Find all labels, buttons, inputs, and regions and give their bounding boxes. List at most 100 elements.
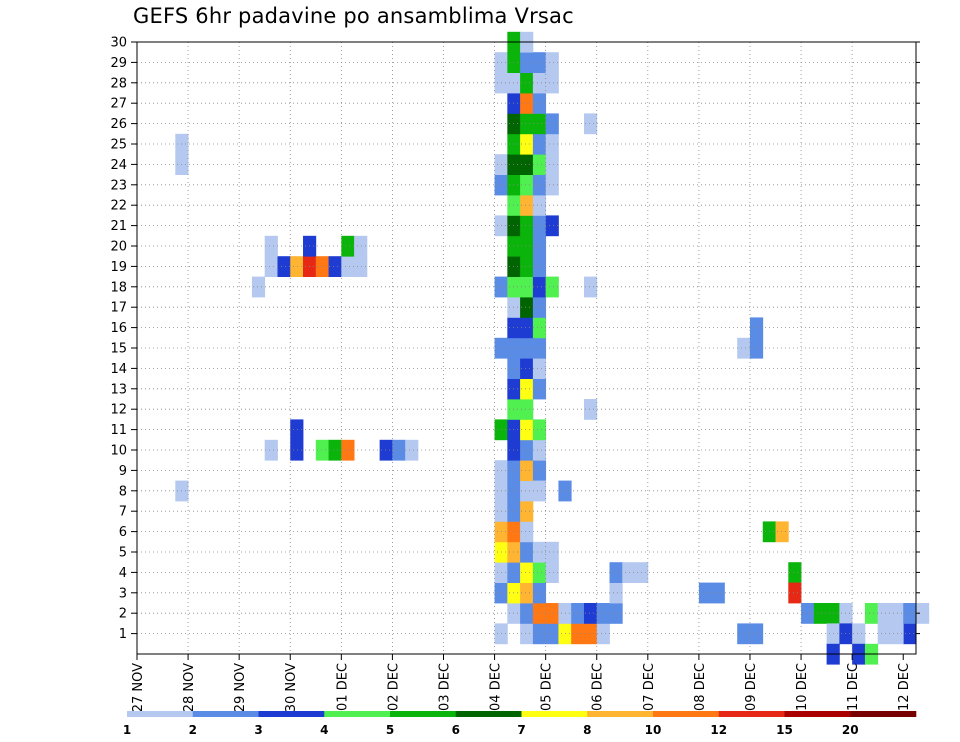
heatmap-cell	[545, 133, 559, 155]
heatmap-cell	[520, 460, 534, 481]
heatmap-cell	[749, 623, 764, 645]
heatmap-cell	[609, 582, 623, 604]
x-tick-label: 06 DEC	[591, 663, 606, 711]
heatmap-cell	[532, 113, 547, 135]
y-tick-label: 1	[119, 627, 127, 642]
heatmap-cell	[520, 378, 534, 400]
heatmap-cell	[354, 235, 368, 257]
heatmap-cell	[520, 174, 534, 196]
legend-swatch	[587, 711, 654, 717]
heatmap-cell	[532, 297, 547, 318]
heatmap-cell	[583, 113, 598, 135]
heatmap-cell	[520, 582, 534, 604]
legend-swatch	[521, 711, 588, 717]
x-tick-label: 04 DEC	[489, 663, 504, 711]
x-tick-label: 02 DEC	[386, 663, 401, 711]
x-tick-label: 28 NOV	[182, 663, 197, 712]
heatmap-cell	[315, 256, 329, 277]
heatmap-cell	[532, 562, 547, 583]
legend-swatch	[258, 711, 325, 717]
legend-swatch	[127, 711, 194, 717]
heatmap-cell	[596, 623, 610, 645]
x-tick-label: 12 DEC	[897, 663, 912, 711]
heatmap-cell	[520, 154, 534, 175]
heatmap-cell	[520, 419, 534, 441]
heatmap-cell	[583, 603, 598, 624]
y-tick-label: 9	[119, 464, 127, 479]
heatmap-cell	[532, 582, 547, 604]
y-tick-label: 3	[119, 586, 127, 601]
heatmap-cell	[749, 317, 764, 339]
heatmap-cell	[328, 256, 342, 277]
heatmap-cell	[737, 623, 751, 645]
heatmap-cell	[532, 419, 547, 441]
heatmap-cell	[532, 174, 547, 196]
heatmap-cell	[532, 439, 547, 461]
heatmap-cell	[801, 603, 815, 624]
heatmap-cell	[532, 93, 547, 114]
x-tick-label: 08 DEC	[693, 663, 708, 711]
legend-swatch	[784, 711, 851, 717]
heatmap-cell	[520, 399, 534, 420]
y-tick-label: 13	[110, 382, 127, 397]
heatmap-cell	[532, 460, 547, 481]
chart-title: GEFS 6hr padavine po ansamblima Vrsac	[133, 4, 574, 28]
heatmap-cell	[520, 521, 534, 543]
y-tick-label: 11	[110, 423, 127, 438]
heatmap-cell	[622, 562, 636, 583]
heatmap-cell	[532, 317, 547, 339]
legend-label: 10	[645, 723, 662, 737]
heatmap-cell	[251, 276, 266, 298]
heatmap-cell	[532, 235, 547, 257]
heatmap-cell	[532, 337, 547, 359]
heatmap-cell	[545, 603, 559, 624]
legend-label: 6	[452, 723, 460, 737]
legend-swatch	[390, 711, 457, 717]
y-tick-label: 2	[119, 607, 127, 622]
heatmap-cell	[392, 439, 406, 461]
heatmap-cell	[916, 603, 930, 624]
y-tick-label: 17	[110, 301, 127, 316]
heatmap-cell	[290, 439, 304, 461]
heatmap-cell	[520, 501, 534, 522]
heatmap-cell	[520, 541, 534, 563]
heatmap-cell	[788, 562, 802, 583]
heatmap-cell	[520, 195, 534, 216]
heatmap-cell	[788, 582, 802, 604]
heatmap-cell	[545, 154, 559, 175]
y-tick-label: 23	[110, 178, 127, 193]
legend-label: 5	[386, 723, 394, 737]
x-tick-label: 01 DEC	[335, 663, 350, 711]
heatmap-cell	[532, 72, 547, 94]
heatmap-cell	[532, 358, 547, 379]
heatmap-cell	[532, 195, 547, 216]
heatmap-cell	[520, 439, 534, 461]
heatmap-cell	[520, 215, 534, 237]
y-tick-label: 21	[110, 219, 127, 234]
y-tick-label: 28	[110, 76, 127, 91]
heatmap-cell	[545, 276, 559, 298]
heatmap-cell	[405, 439, 419, 461]
heatmap-cell	[354, 256, 368, 277]
y-tick-label: 15	[110, 342, 127, 357]
heatmap-cell	[520, 480, 534, 502]
heatmap-cell	[520, 337, 534, 359]
heatmap-cell	[864, 603, 879, 624]
x-tick-label: 29 NOV	[233, 663, 248, 712]
y-tick-label: 24	[110, 158, 127, 173]
y-tick-label: 4	[119, 566, 127, 581]
legend-label: 15	[776, 723, 793, 737]
heatmap-cell	[711, 582, 725, 604]
heatmap-cell	[532, 215, 547, 237]
heatmap-cell	[532, 276, 547, 298]
heatmap-cell	[583, 623, 598, 645]
legend-swatch	[324, 711, 391, 717]
heatmap-cell	[532, 256, 547, 277]
x-tick-label: 03 DEC	[437, 663, 452, 711]
heatmap-cell	[520, 52, 534, 73]
heatmap-cell	[545, 541, 559, 563]
heatmap-cell	[545, 215, 559, 237]
color-legend: 1 2 3 4 5 6 7 8 10 12 15 20	[123, 711, 917, 737]
heatmap-cell	[813, 603, 828, 624]
